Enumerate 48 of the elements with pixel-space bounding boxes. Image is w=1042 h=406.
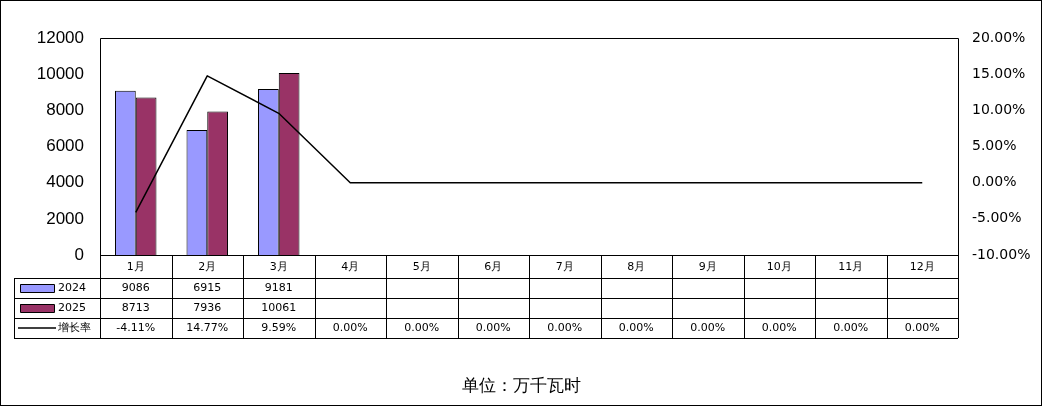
data-label: 0.00% bbox=[833, 320, 869, 334]
y2-tick-label: 5.00% bbox=[972, 137, 1017, 154]
y2-tick-label: 20.00% bbox=[972, 28, 1026, 45]
data-label: 0.00% bbox=[690, 320, 726, 334]
y2-tick-label: -5.00% bbox=[972, 209, 1022, 226]
x-tick-label: 6月 bbox=[484, 260, 503, 274]
data-label: 9.59% bbox=[261, 320, 297, 334]
x-tick-label: 9月 bbox=[698, 260, 717, 274]
data-label: 8713 bbox=[121, 300, 150, 314]
y-tick-label: 8000 bbox=[46, 100, 84, 120]
legend-label: 2024 bbox=[58, 280, 86, 294]
data-label: 0.00% bbox=[904, 320, 940, 334]
y-tick-label: 4000 bbox=[46, 172, 84, 192]
x-tick-label: 10月 bbox=[766, 260, 792, 274]
y-tick-label: 12000 bbox=[36, 27, 84, 47]
legend-label: 增长率 bbox=[57, 320, 91, 334]
y2-tick-label: 15.00% bbox=[972, 64, 1026, 81]
x-tick-label: 12月 bbox=[909, 260, 935, 274]
y-tick-label: 0 bbox=[74, 244, 84, 264]
data-label: 14.77% bbox=[186, 320, 229, 334]
y2-tick-label: 10.00% bbox=[972, 100, 1026, 117]
y-tick-label: 6000 bbox=[46, 136, 84, 156]
data-label: -4.11% bbox=[116, 320, 156, 334]
data-label: 0.00% bbox=[475, 320, 511, 334]
x-tick-label: 3月 bbox=[269, 260, 288, 274]
y-tick-label: 10000 bbox=[36, 63, 84, 83]
y-tick-label: 2000 bbox=[46, 208, 84, 228]
x-tick-label: 7月 bbox=[555, 260, 574, 274]
data-label: 0.00% bbox=[547, 320, 583, 334]
x-tick-label: 8月 bbox=[627, 260, 646, 274]
data-label: 7936 bbox=[193, 300, 222, 314]
x-tick-label: 1月 bbox=[126, 260, 145, 274]
x-tick-label: 5月 bbox=[412, 260, 431, 274]
x-tick-label: 11月 bbox=[838, 260, 864, 274]
x-tick-label: 4月 bbox=[341, 260, 360, 274]
data-label: 9181 bbox=[264, 280, 293, 294]
data-label: 6915 bbox=[193, 280, 222, 294]
y2-tick-label: 0.00% bbox=[972, 173, 1017, 190]
data-label: 0.00% bbox=[332, 320, 368, 334]
y2-tick-label: -10.00% bbox=[972, 245, 1031, 262]
data-label: 0.00% bbox=[618, 320, 654, 334]
data-label: 9086 bbox=[121, 280, 150, 294]
data-label: 0.00% bbox=[404, 320, 440, 334]
data-label: 10061 bbox=[261, 300, 297, 314]
legend-label: 2025 bbox=[58, 300, 86, 314]
data-label: 0.00% bbox=[761, 320, 797, 334]
x-tick-label: 2月 bbox=[198, 260, 217, 274]
text: 单位：万千瓦时 bbox=[460, 375, 582, 397]
